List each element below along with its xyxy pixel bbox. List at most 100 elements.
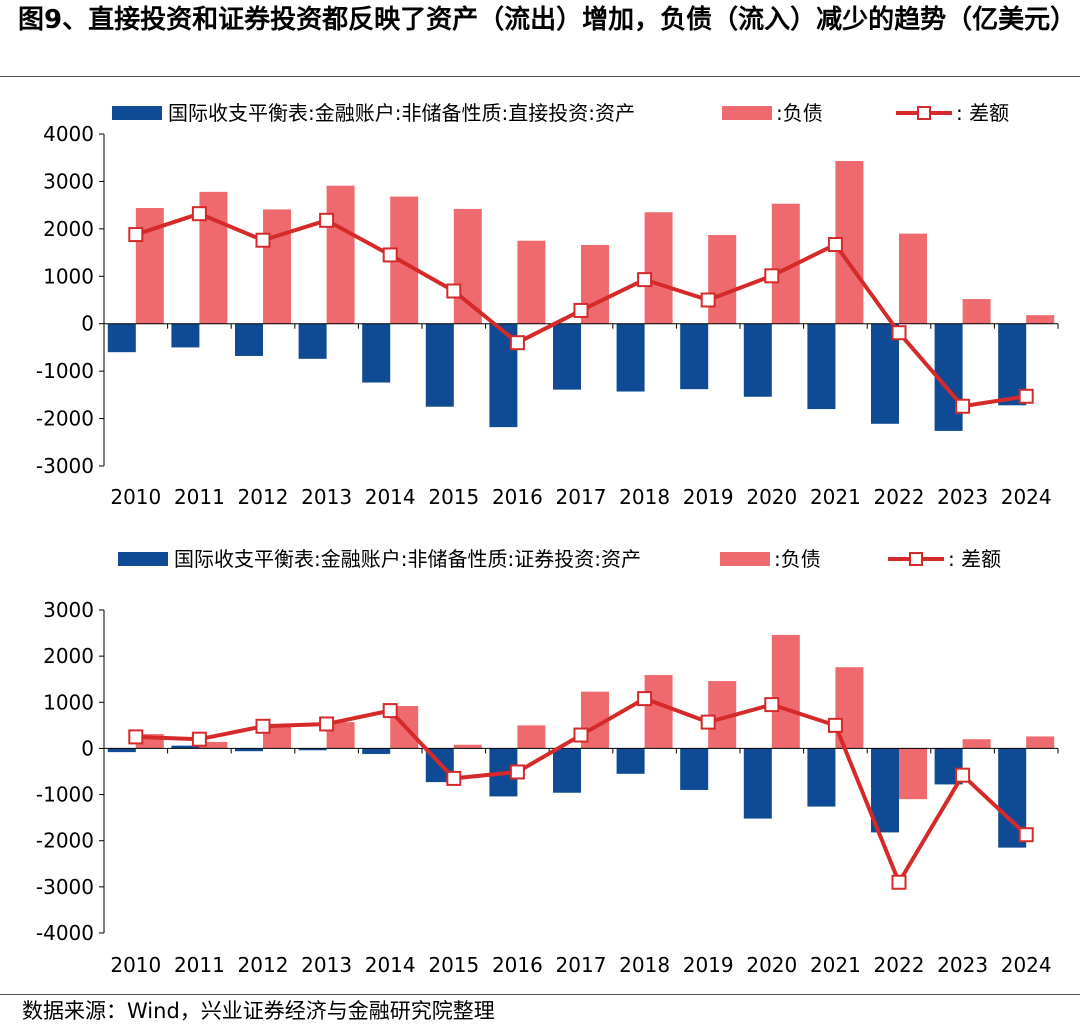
c2-asset-bar	[107, 748, 136, 753]
c1-asset-bar	[743, 323, 772, 397]
c1-x-tick-label: 2023	[937, 485, 988, 509]
c1-net-point	[573, 302, 589, 318]
c2-net-point	[955, 767, 971, 783]
c1-net-point	[255, 232, 271, 248]
c1-x-tick-label: 2019	[683, 485, 734, 509]
c2-x-tick-label: 2021	[810, 953, 861, 977]
c1-asset-bar	[235, 323, 263, 356]
c2-net-point	[1018, 827, 1034, 843]
c1-y-tick-label: -3000	[36, 454, 94, 478]
c2-liability-bar	[771, 634, 800, 749]
c2-legend-net-label: : 差额	[948, 547, 1001, 571]
c2-asset-bar	[171, 745, 200, 749]
c2-x-tick-label: 2011	[174, 953, 225, 977]
c1-legend-liability-swatch	[722, 106, 772, 120]
c2-x-tick-label: 2017	[556, 953, 607, 977]
c2-y-tick-label: -3000	[36, 875, 94, 899]
title-divider	[0, 76, 1080, 77]
c1-y-tick-label: 4000	[43, 122, 94, 146]
c2-asset-bar	[807, 748, 836, 807]
c2-y-tick-label: 1000	[43, 690, 94, 714]
c2-legend-asset-swatch	[118, 552, 168, 566]
c2-net-point	[382, 703, 398, 719]
c1-x-tick-label: 2022	[874, 485, 925, 509]
c2-liability-bar	[517, 725, 546, 749]
c2-net-point	[764, 697, 780, 713]
c1-net-point	[319, 212, 335, 228]
c1-net-point	[827, 237, 843, 253]
direct-investment-chart: 国际收支平衡表:金融账户:非储备性质:直接投资:资产:负债: 差额 4000 300…	[36, 101, 1059, 509]
c1-x-tick-label: 2018	[619, 485, 670, 509]
c1-liability-bar	[1026, 315, 1055, 324]
c2-x-tick-label: 2020	[746, 953, 797, 977]
c2-x-tick-label: 2016	[492, 953, 543, 977]
c2-y-tick-label: 3000	[43, 598, 94, 622]
c2-net-point	[509, 764, 525, 780]
c1-net-point	[891, 325, 907, 341]
c1-liability-bar	[263, 209, 291, 324]
c2-net-point	[446, 770, 462, 786]
c2-asset-bar	[362, 748, 391, 754]
c2-net-point	[700, 714, 716, 730]
c1-net-point	[700, 292, 716, 308]
c2-liability-bar	[453, 744, 482, 749]
c2-asset-bar	[298, 748, 327, 751]
c2-net-point	[637, 691, 653, 707]
c1-liability-bar	[453, 208, 482, 324]
c1-x-tick-label: 2024	[1001, 485, 1052, 509]
c2-y-tick-label: 2000	[43, 644, 94, 668]
c2-asset-bar	[680, 748, 709, 790]
c2-legend-liability-swatch	[720, 552, 770, 566]
c2-y-tick-label: -2000	[36, 829, 94, 853]
c1-net-point	[1018, 388, 1034, 404]
c1-net-point	[191, 206, 207, 222]
c1-asset-bar	[298, 323, 327, 359]
c2-x-tick-label: 2022	[874, 953, 925, 977]
c1-legend-asset-swatch	[112, 106, 162, 120]
c2-net-point	[891, 874, 907, 890]
c1-y-tick-label: 1000	[43, 264, 94, 288]
c1-net-point	[446, 283, 462, 299]
c1-x-tick-label: 2010	[110, 485, 161, 509]
c1-legend-net-marker	[917, 106, 931, 120]
c1-asset-bar	[425, 323, 454, 407]
c2-legend-asset-label: 国际收支平衡表:金融账户:非储备性质:证券投资:资产	[174, 547, 641, 571]
c2-y-tick-label: -4000	[36, 921, 94, 945]
c1-x-tick-label: 2017	[556, 485, 607, 509]
c2-net-point	[827, 717, 843, 733]
c1-y-tick-label: -2000	[36, 407, 94, 431]
c2-net-point	[255, 718, 271, 734]
c1-liability-bar	[962, 299, 991, 324]
c1-asset-bar	[680, 323, 709, 390]
data-source-note: 数据来源：Wind，兴业证券经济与金融研究院整理	[22, 999, 495, 1023]
c1-asset-bar	[107, 323, 136, 353]
c1-x-tick-label: 2013	[301, 485, 352, 509]
c1-x-tick-label: 2015	[428, 485, 479, 509]
c2-liability-bar	[899, 748, 927, 800]
c1-x-tick-label: 2011	[174, 485, 225, 509]
c1-asset-bar	[807, 323, 836, 410]
source-divider	[0, 994, 1080, 995]
c2-liability-bar	[962, 739, 991, 749]
c1-x-tick-label: 2012	[238, 485, 289, 509]
c1-x-tick-label: 2014	[365, 485, 416, 509]
c1-asset-bar	[553, 323, 581, 390]
c1-x-tick-label: 2016	[492, 485, 543, 509]
c2-liability-bar	[199, 741, 228, 749]
c2-x-tick-label: 2019	[683, 953, 734, 977]
c2-asset-bar	[616, 748, 645, 774]
c2-legend-net-marker	[909, 552, 923, 566]
c2-y-tick-label: 0	[81, 736, 94, 760]
figure-title: 图9、直接投资和证券投资都反映了资产（流出）增加，负债（流入）减少的趋势（亿美元…	[18, 5, 1077, 35]
c1-liability-bar	[517, 240, 546, 324]
c1-liability-bar	[326, 185, 355, 324]
c1-asset-bar	[616, 323, 645, 392]
c2-x-tick-label: 2023	[937, 953, 988, 977]
c1-legend-liability-label: :负债	[776, 101, 823, 125]
c1-net-point	[128, 227, 144, 243]
c1-y-tick-label: 2000	[43, 217, 94, 241]
c1-y-tick-label: 0	[81, 312, 94, 336]
c2-net-point	[128, 729, 144, 745]
c1-liability-bar	[644, 212, 673, 324]
c2-net-point	[319, 716, 335, 732]
